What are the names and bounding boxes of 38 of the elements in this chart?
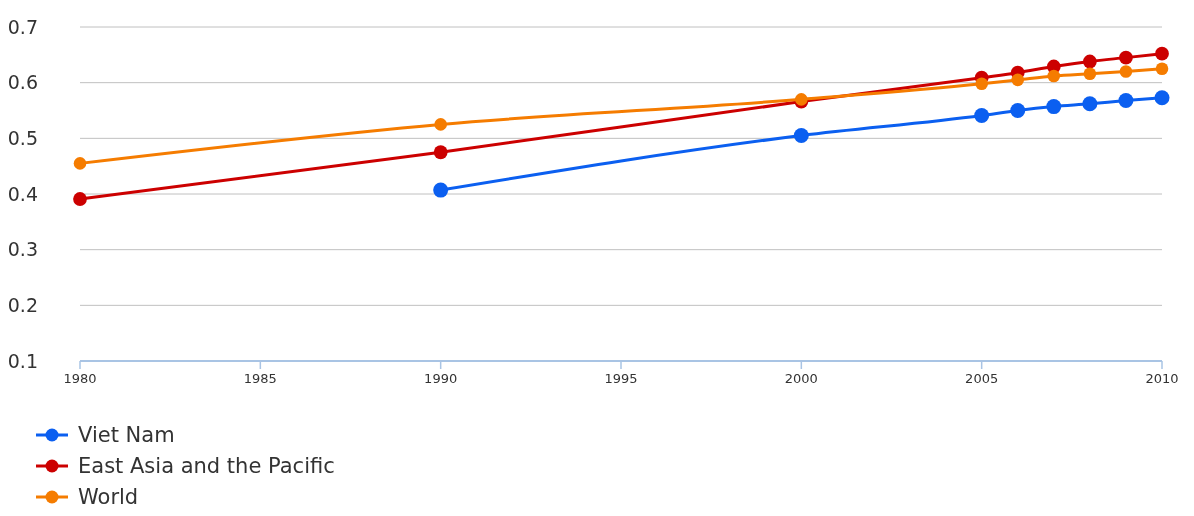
point <box>433 182 449 198</box>
point <box>1119 65 1133 78</box>
point <box>434 118 447 131</box>
point <box>1047 69 1061 83</box>
point <box>974 108 990 124</box>
legend-label: World <box>78 485 139 510</box>
point <box>1119 50 1133 65</box>
x-tick-label: 2000 <box>784 371 818 386</box>
x-tick-label: 2010 <box>1145 371 1179 386</box>
x-tick-label: 1990 <box>424 371 458 386</box>
y-tick-label: 0.3 <box>7 238 38 261</box>
x-tick-label: 1995 <box>604 371 638 386</box>
point <box>1155 46 1169 61</box>
x-tick-label: 1985 <box>243 371 277 386</box>
x-tick-label: 1980 <box>63 371 97 386</box>
point <box>1118 92 1134 108</box>
y-tick-label: 0.7 <box>7 15 38 38</box>
point <box>975 77 988 91</box>
point <box>1083 67 1097 81</box>
point <box>73 192 87 206</box>
x-tick-label: 2005 <box>965 371 999 386</box>
legend-label: Viet Nam <box>78 423 175 448</box>
point <box>1010 103 1026 118</box>
y-tick-label: 0.4 <box>7 182 38 205</box>
point <box>433 145 448 160</box>
y-tick-label: 0.5 <box>7 126 38 149</box>
legend-label: East Asia and the Pacific <box>78 454 335 479</box>
point <box>1154 90 1170 106</box>
point <box>793 128 809 144</box>
y-tick-label: 0.1 <box>7 349 38 372</box>
y-tick-label: 0.2 <box>7 293 38 316</box>
point <box>1082 54 1097 69</box>
point <box>1011 73 1025 87</box>
point <box>73 157 87 170</box>
point <box>1082 96 1098 112</box>
point <box>1155 62 1169 76</box>
point <box>1046 99 1062 115</box>
y-tick-label: 0.6 <box>7 71 38 94</box>
